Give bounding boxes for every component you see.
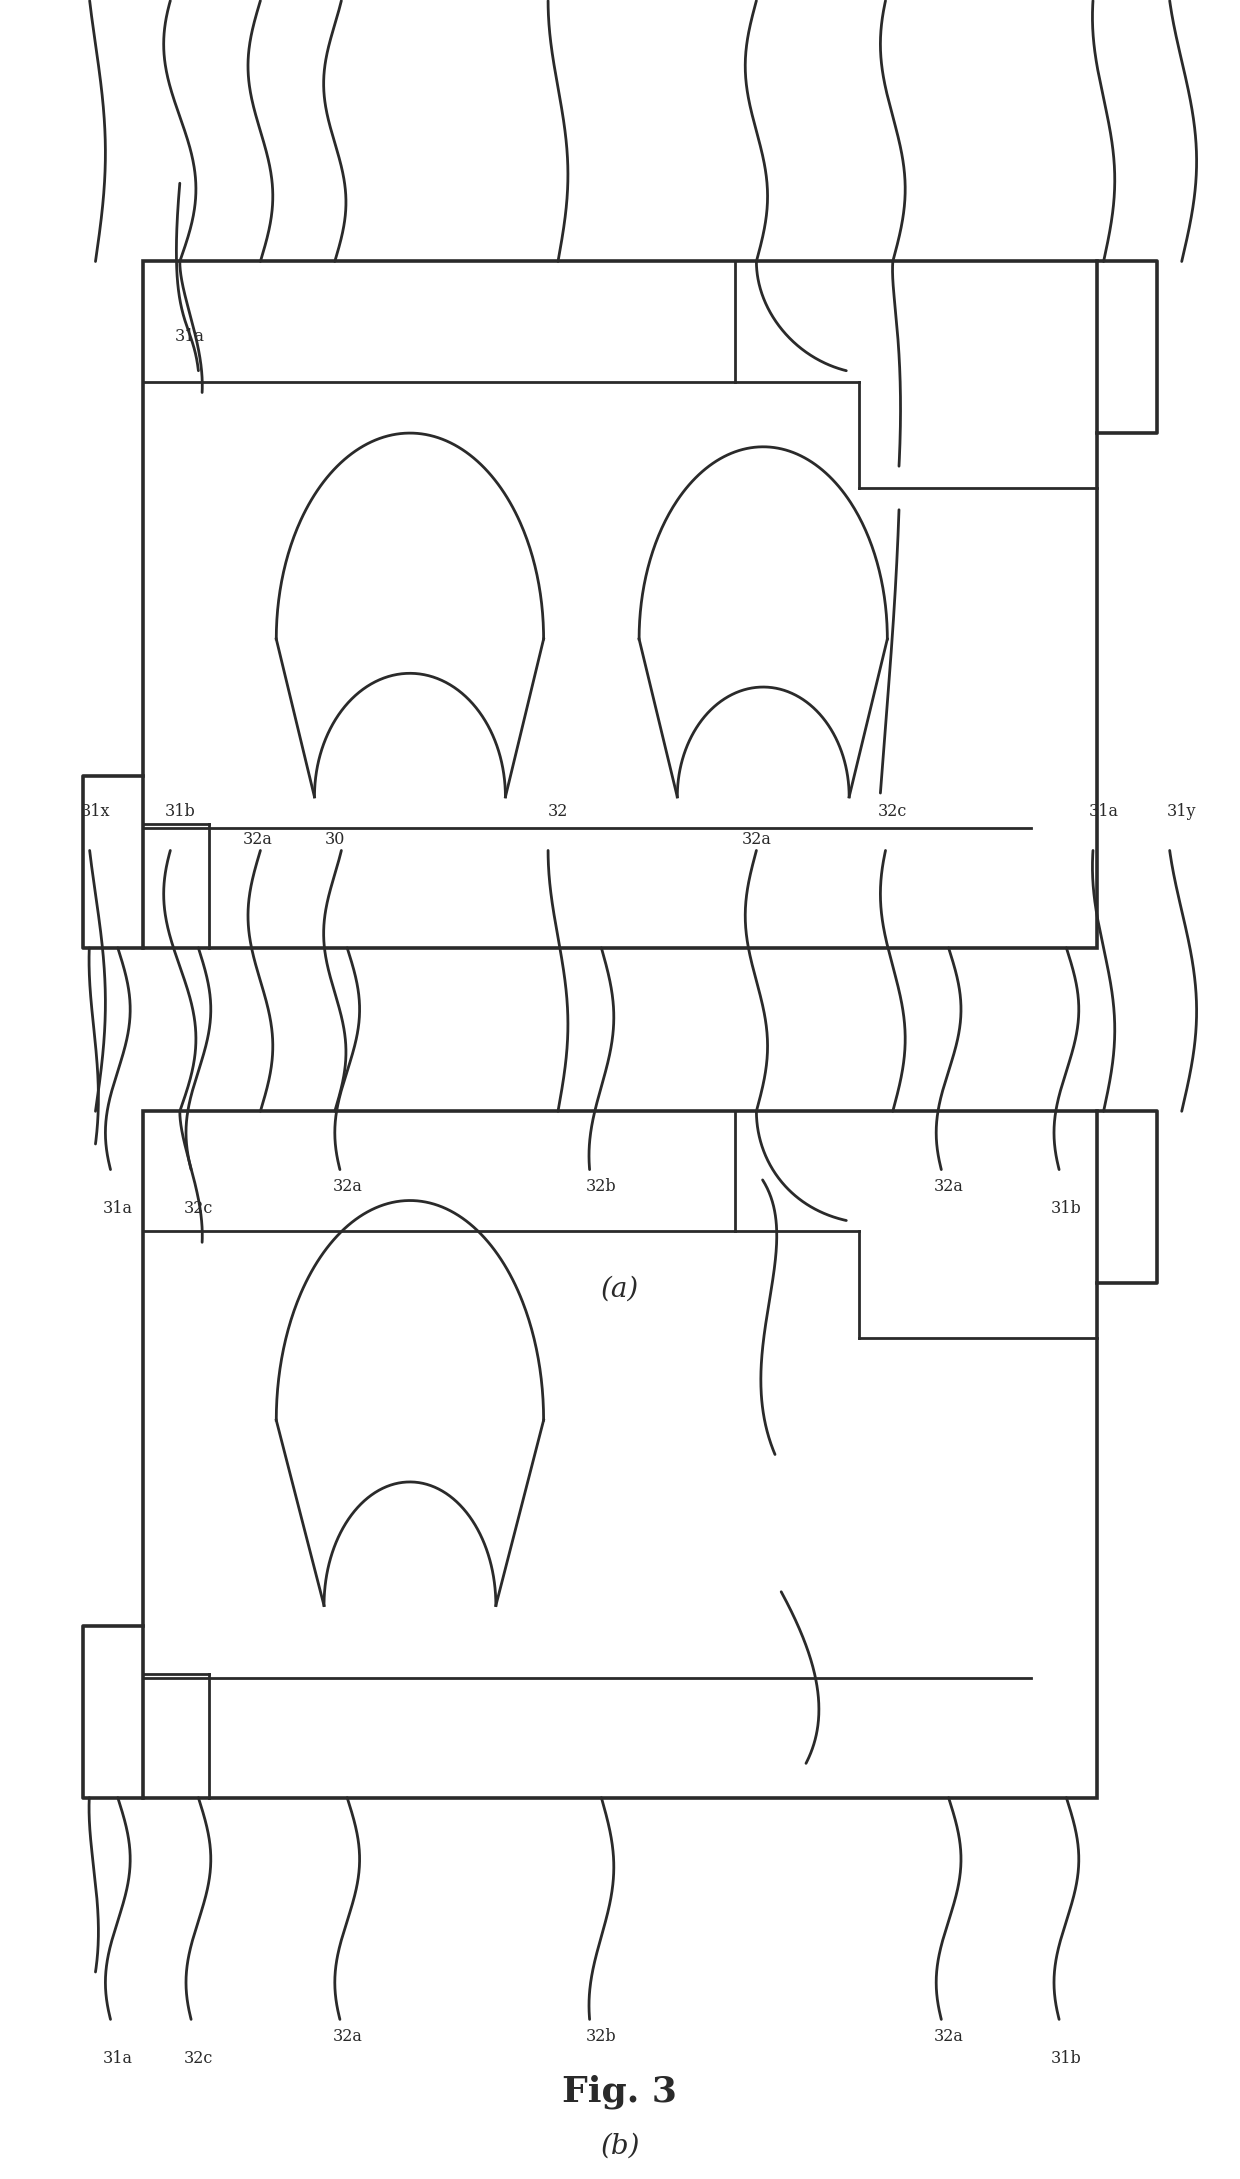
- Bar: [143, 261, 1097, 948]
- Text: 32a: 32a: [742, 830, 771, 848]
- Text: (b): (b): [600, 2133, 640, 2159]
- Text: Fig. 3: Fig. 3: [563, 2074, 677, 2109]
- Text: 31b: 31b: [165, 802, 195, 819]
- Text: 31a: 31a: [1089, 802, 1118, 819]
- Text: 31a: 31a: [103, 2050, 133, 2068]
- Text: 30: 30: [325, 830, 345, 848]
- Text: 31b: 31b: [1052, 2050, 1081, 2068]
- Text: 32b: 32b: [587, 1179, 616, 1196]
- Text: 32a: 32a: [934, 1179, 963, 1196]
- Text: 31a: 31a: [103, 1201, 133, 1218]
- Text: 32c: 32c: [184, 2050, 213, 2068]
- Text: 32a: 32a: [332, 2029, 362, 2046]
- Text: 32c: 32c: [878, 802, 908, 819]
- Text: 32: 32: [548, 802, 568, 819]
- Text: 32c: 32c: [184, 1201, 213, 1218]
- Bar: [143, 1111, 1097, 1798]
- Text: 32a: 32a: [243, 830, 273, 848]
- Text: 32a: 32a: [332, 1179, 362, 1196]
- Text: 32a: 32a: [934, 2029, 963, 2046]
- Text: 31b: 31b: [1052, 1201, 1081, 1218]
- Text: 31a: 31a: [175, 329, 205, 346]
- Text: 32b: 32b: [587, 2029, 616, 2046]
- Text: (a): (a): [601, 1277, 639, 1303]
- Text: 31x: 31x: [81, 802, 110, 819]
- Text: 31y: 31y: [1167, 802, 1197, 819]
